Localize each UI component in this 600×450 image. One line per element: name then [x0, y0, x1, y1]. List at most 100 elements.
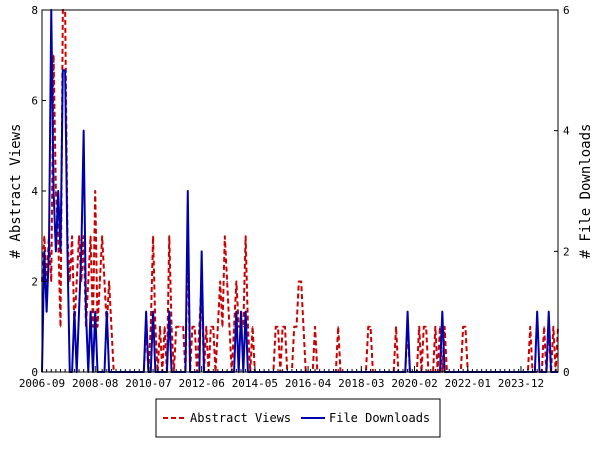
axes-layer: 2006-09 2008-08 2010-07 2012-06 2014-05 2016-… — [19, 4, 570, 390]
data-point-abstract-views — [96, 326, 99, 328]
data-point-file-downloads — [59, 250, 62, 252]
data-point-abstract-views — [168, 235, 170, 237]
x-tick-label: 2018-03 — [338, 377, 384, 390]
data-point-abstract-views — [284, 326, 286, 328]
data-point-abstract-views — [170, 326, 173, 328]
data-point-abstract-views — [59, 326, 62, 328]
data-point-file-downloads — [187, 190, 189, 192]
legend-label-file-downloads: File Downloads — [329, 411, 430, 425]
data-point-abstract-views — [235, 280, 237, 283]
data-point-file-downloads — [73, 311, 75, 313]
data-point-abstract-views — [543, 326, 545, 328]
data-point-file-downloads — [80, 250, 82, 252]
data-point-file-downloads — [78, 311, 80, 313]
y-left-tick-label: 4 — [31, 185, 38, 198]
data-point-abstract-views — [87, 280, 89, 283]
data-point-file-downloads — [94, 311, 96, 313]
data-point-abstract-views — [439, 326, 441, 328]
data-point-abstract-views — [242, 326, 244, 328]
data-point-file-downloads — [48, 250, 50, 252]
data-point-abstract-views — [228, 326, 231, 328]
y-left-axis-title: # Abstract Views — [8, 124, 24, 259]
data-point-abstract-views — [182, 326, 184, 328]
y-right-axis-title: # File Downloads — [578, 124, 594, 259]
x-tick-label: 2010-07 — [125, 377, 171, 390]
data-point-abstract-views — [226, 280, 228, 283]
data-point-abstract-views — [275, 326, 277, 328]
data-point-file-downloads — [46, 311, 48, 313]
data-point-abstract-views — [99, 280, 101, 283]
data-point-abstract-views — [337, 326, 339, 328]
data-point-file-downloads — [201, 250, 203, 252]
data-point-file-downloads — [43, 250, 45, 252]
data-point-abstract-views — [175, 326, 177, 328]
data-point-file-downloads — [145, 311, 147, 313]
data-point-file-downloads — [85, 311, 87, 313]
data-point-file-downloads — [168, 311, 170, 313]
data-point-abstract-views — [217, 326, 219, 328]
data-point-abstract-views — [462, 326, 464, 328]
data-point-abstract-views — [103, 280, 106, 283]
data-point-file-downloads — [57, 190, 59, 192]
data-point-abstract-views — [177, 326, 180, 328]
y-left-tick-label: 8 — [31, 4, 38, 17]
data-point-abstract-views — [367, 326, 369, 328]
x-tick-label: 2006-09 — [19, 377, 65, 390]
series-line-abstract-views — [41, 9, 559, 373]
data-point-abstract-views — [369, 326, 372, 328]
data-point-abstract-views — [50, 280, 52, 283]
x-tick-label: 2014-05 — [232, 377, 278, 390]
data-point-abstract-views — [552, 326, 554, 328]
data-point-abstract-views — [212, 326, 214, 328]
data-point-abstract-views — [221, 326, 224, 328]
data-point-abstract-views — [247, 326, 249, 328]
data-point-abstract-views — [110, 326, 113, 328]
data-point-abstract-views — [293, 326, 295, 328]
legend-box — [155, 398, 441, 438]
data-point-abstract-views — [464, 326, 467, 328]
data-point-abstract-views — [57, 235, 59, 237]
data-point-abstract-views — [529, 326, 531, 328]
data-point-abstract-views — [108, 280, 110, 283]
data-point-abstract-views — [55, 190, 57, 192]
data-point-abstract-views — [300, 280, 302, 283]
data-point-abstract-views — [83, 235, 85, 237]
data-point-abstract-views — [76, 280, 78, 283]
data-point-abstract-views — [219, 280, 221, 283]
data-point-abstract-views — [395, 326, 397, 328]
legend: Abstract Views File Downloads — [155, 398, 441, 438]
data-point-file-downloads — [441, 311, 443, 313]
data-point-abstract-views — [238, 326, 240, 328]
data-point-file-downloads — [152, 311, 154, 313]
data-point-abstract-views — [78, 235, 80, 237]
data-point-abstract-views — [101, 235, 103, 237]
data-point-abstract-views — [205, 326, 207, 328]
data-point-file-downloads — [240, 311, 242, 313]
data-point-file-downloads — [55, 250, 57, 252]
data-point-abstract-views — [314, 326, 316, 328]
data-point-file-downloads — [235, 311, 237, 313]
data-point-abstract-views — [194, 326, 196, 328]
y-left-tick-label: 0 — [31, 366, 38, 379]
x-tick-label: 2023-12 — [498, 377, 544, 390]
y-right-tick-label: 4 — [563, 125, 570, 138]
data-point-abstract-views — [298, 280, 300, 283]
data-point-abstract-views — [71, 235, 73, 237]
data-point-abstract-views — [52, 54, 55, 56]
data-point-file-downloads — [89, 311, 92, 313]
y-right-tick-label: 6 — [563, 4, 570, 17]
data-point-file-downloads — [62, 69, 64, 71]
data-point-file-downloads — [536, 311, 538, 313]
data-point-abstract-views — [302, 326, 305, 328]
data-point-abstract-views — [89, 235, 92, 237]
data-point-abstract-views — [423, 326, 425, 328]
data-point-file-downloads — [66, 250, 69, 252]
data-point-abstract-views — [418, 326, 420, 328]
data-point-abstract-views — [295, 326, 298, 328]
data-point-file-downloads — [64, 69, 66, 71]
data-point-abstract-views — [251, 326, 254, 328]
data-point-file-downloads — [83, 130, 85, 132]
data-point-abstract-views — [159, 326, 161, 328]
y-right-tick-label: 0 — [563, 366, 570, 379]
